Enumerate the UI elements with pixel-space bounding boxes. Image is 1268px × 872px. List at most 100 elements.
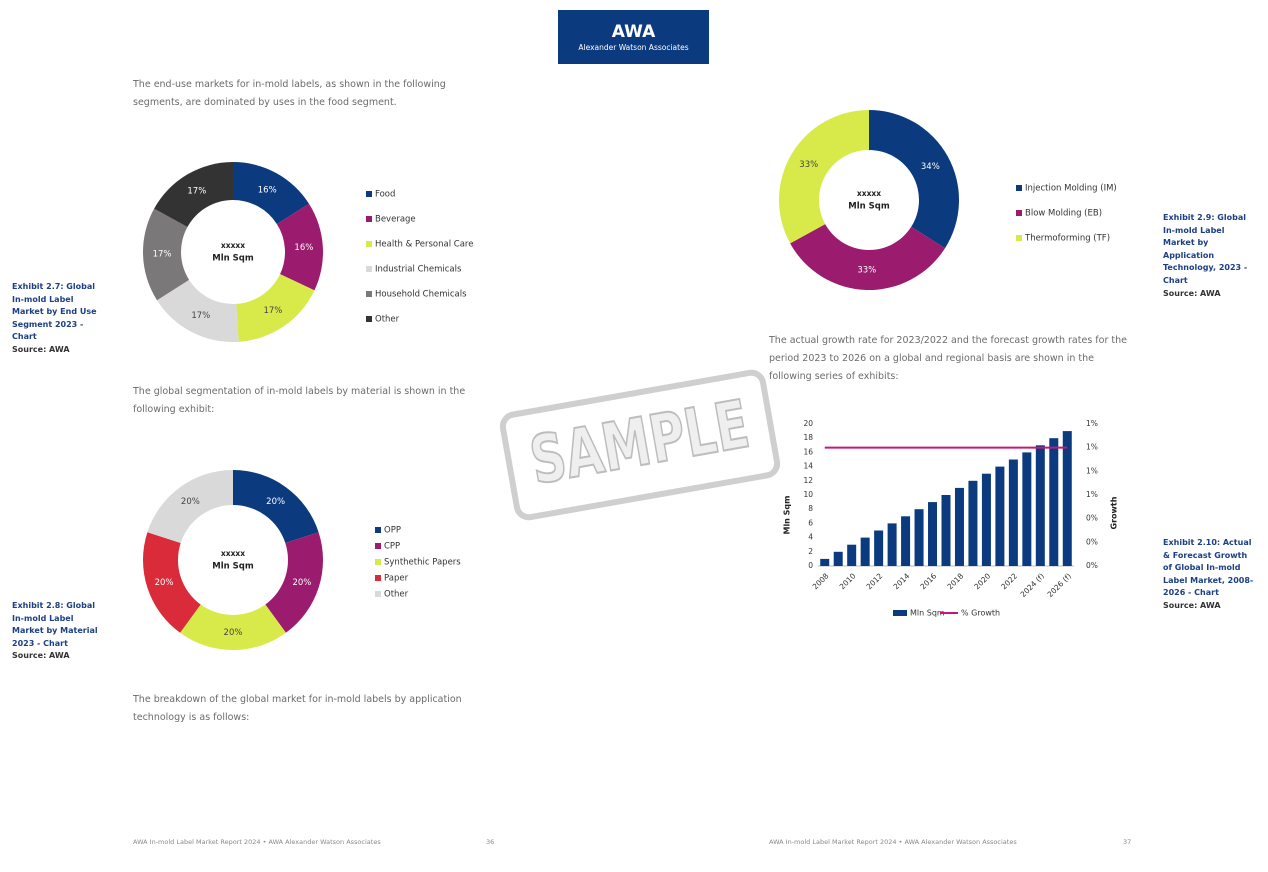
legend-swatch bbox=[366, 266, 372, 272]
y-tick-label: 12 bbox=[803, 476, 813, 485]
logo-title: AWA bbox=[611, 22, 656, 42]
center-label: xxxxx bbox=[221, 241, 245, 250]
legend-swatch bbox=[375, 543, 381, 549]
exhibit-caption: Exhibit 2.7: Global In-mold Label Market… bbox=[12, 281, 104, 357]
bar bbox=[860, 537, 870, 566]
legend-label: Blow Molding (EB) bbox=[1025, 209, 1102, 219]
logo: AWA Alexander Watson Associates bbox=[558, 10, 709, 64]
y2-tick-label: 0% bbox=[1086, 514, 1098, 523]
legend-label: Household Chemicals bbox=[375, 290, 467, 300]
donut-slice bbox=[790, 224, 945, 290]
x-tick-label: 2008 bbox=[811, 571, 831, 591]
legend-swatch bbox=[375, 527, 381, 533]
slice-label: 16% bbox=[258, 185, 277, 195]
legend-swatch bbox=[366, 241, 372, 247]
slice-label: 17% bbox=[191, 311, 210, 321]
y-tick-label: 4 bbox=[808, 533, 813, 542]
donut-slice bbox=[869, 110, 959, 249]
bar bbox=[887, 523, 897, 566]
legend-swatch bbox=[1016, 235, 1022, 241]
paragraph: The actual growth rate for 2023/2022 and… bbox=[769, 335, 1127, 382]
legend-swatch bbox=[1016, 210, 1022, 216]
x-tick-label: 2018 bbox=[945, 571, 965, 591]
legend-swatch bbox=[366, 191, 372, 197]
bar bbox=[914, 509, 924, 566]
y2-tick-label: 0% bbox=[1086, 561, 1098, 570]
legend-swatch bbox=[375, 575, 381, 581]
y2-tick-label: 1% bbox=[1086, 419, 1098, 428]
y-tick-label: 16 bbox=[803, 447, 813, 456]
x-tick-label: 2020 bbox=[972, 571, 992, 591]
y-axis-title: Mln Sqm bbox=[783, 495, 792, 534]
x-tick-label: 2022 bbox=[999, 571, 1019, 591]
footer-text: AWA In-mold Label Market Report 2024 • A… bbox=[133, 838, 381, 846]
footer-text: AWA In-mold Label Market Report 2024 • A… bbox=[769, 838, 1017, 846]
legend-label: OPP bbox=[384, 526, 401, 536]
legend-swatch bbox=[1016, 185, 1022, 191]
paragraph: The global segmentation of in-mold label… bbox=[133, 386, 466, 415]
legend-label: Synthethic Papers bbox=[384, 558, 461, 568]
legend-label: Thermoforming (TF) bbox=[1024, 234, 1110, 244]
center-label: Mln Sqm bbox=[848, 202, 890, 212]
legend-swatch bbox=[366, 216, 372, 222]
paragraph: The end-use markets for in-mold labels, … bbox=[133, 79, 446, 108]
donut-slice bbox=[236, 274, 315, 342]
bar bbox=[833, 551, 843, 566]
center-label: xxxxx bbox=[221, 549, 245, 558]
y-tick-label: 0 bbox=[808, 561, 813, 570]
watermark-frame bbox=[499, 369, 781, 521]
x-tick-label: 2014 bbox=[892, 571, 912, 591]
bar bbox=[847, 544, 857, 566]
legend-label: Mln Sqm bbox=[910, 609, 945, 618]
legend-swatch bbox=[366, 291, 372, 297]
y2-tick-label: 1% bbox=[1086, 443, 1098, 452]
legend-label: Health & Personal Care bbox=[375, 240, 473, 250]
center-label: Mln Sqm bbox=[212, 562, 254, 572]
slice-label: 17% bbox=[187, 186, 206, 196]
caption-source: Source: AWA bbox=[1163, 600, 1221, 610]
paragraph: The breakdown of the global market for i… bbox=[133, 694, 462, 723]
y2-axis-title: Growth bbox=[1110, 496, 1119, 529]
legend-label: Beverage bbox=[375, 215, 416, 225]
donut-slice bbox=[154, 162, 233, 227]
bar bbox=[901, 516, 911, 566]
x-tick-label: 2026 (f) bbox=[1046, 571, 1074, 599]
slice-label: 20% bbox=[155, 578, 174, 588]
y2-tick-label: 1% bbox=[1086, 466, 1098, 475]
slice-label: 16% bbox=[294, 243, 313, 253]
x-tick-label: 2016 bbox=[918, 571, 938, 591]
caption-text: Exhibit 2.9: Global In-mold Label Market… bbox=[1163, 213, 1248, 285]
center-label: Mln Sqm bbox=[212, 254, 254, 264]
caption-source: Source: AWA bbox=[12, 344, 70, 354]
x-tick-label: 2012 bbox=[865, 571, 885, 591]
bar bbox=[1022, 452, 1032, 566]
bar bbox=[954, 487, 964, 566]
bar bbox=[941, 495, 951, 566]
exhibit-caption: Exhibit 2.10: Actual & Forecast Growth o… bbox=[1163, 537, 1255, 613]
legend-label: CPP bbox=[384, 542, 400, 552]
caption-text: Exhibit 2.10: Actual & Forecast Growth o… bbox=[1163, 538, 1254, 598]
y2-tick-label: 0% bbox=[1086, 537, 1098, 546]
slice-label: 33% bbox=[857, 265, 876, 275]
page-number: 36 bbox=[486, 838, 495, 846]
bar bbox=[874, 530, 884, 566]
legend-swatch bbox=[375, 559, 381, 565]
logo-subtitle: Alexander Watson Associates bbox=[578, 43, 689, 52]
x-tick-label: 2010 bbox=[838, 571, 858, 591]
legend-label: Other bbox=[384, 590, 409, 600]
legend-label: Other bbox=[375, 315, 400, 325]
caption-text: Exhibit 2.7: Global In-mold Label Market… bbox=[12, 282, 97, 342]
donut-slice bbox=[265, 532, 324, 633]
slice-label: 17% bbox=[153, 250, 172, 260]
donut-slice bbox=[180, 604, 286, 650]
page-number: 37 bbox=[1123, 838, 1132, 846]
y-tick-label: 8 bbox=[808, 504, 813, 513]
slice-label: 20% bbox=[181, 497, 200, 507]
y-tick-label: 14 bbox=[803, 462, 813, 471]
y-tick-label: 6 bbox=[808, 518, 813, 527]
bar bbox=[981, 473, 991, 566]
caption-text: Exhibit 2.8: Global In-mold Label Market… bbox=[12, 601, 98, 648]
legend-swatch bbox=[893, 610, 907, 616]
legend-label: Injection Molding (IM) bbox=[1025, 184, 1117, 194]
